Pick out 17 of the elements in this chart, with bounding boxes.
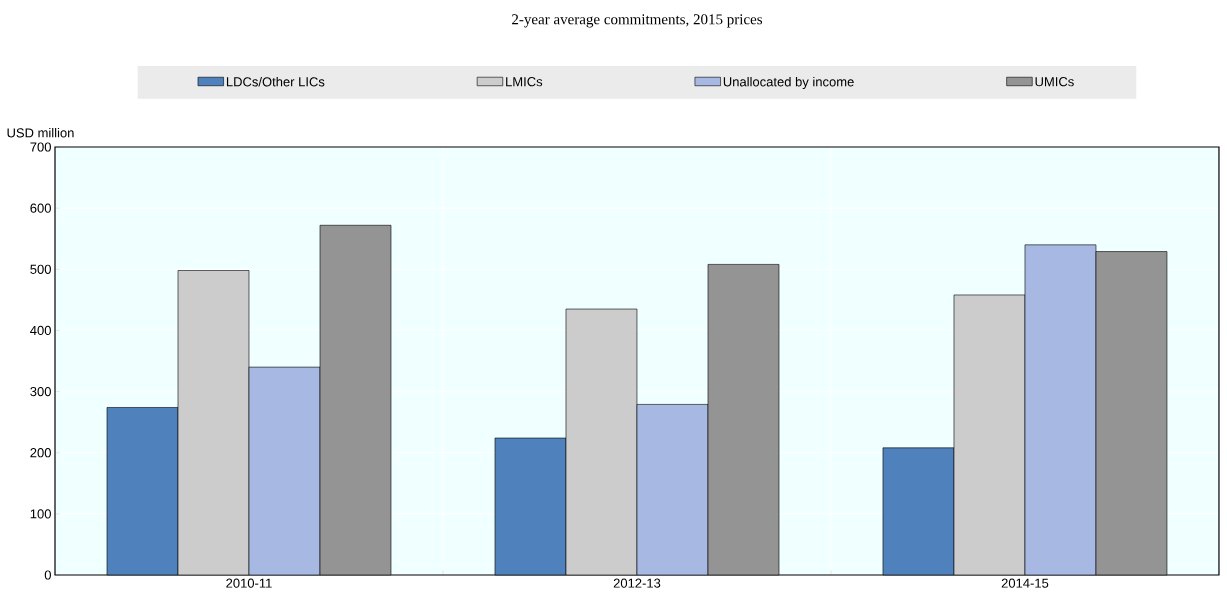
x-tick-label: 2010-11 (226, 578, 272, 588)
x-tick-label: 2012-13 (613, 578, 661, 588)
y-tick-label: 400 (30, 325, 51, 336)
chart-title: 2-year average commitments, 2015 prices (512, 14, 763, 28)
y-axis-title: USD million (7, 127, 74, 138)
y-tick-label: 200 (30, 448, 51, 458)
legend-label: Unallocated by income (723, 76, 854, 89)
y-tick-label: 0 (44, 570, 51, 580)
y-tick-label: 500 (30, 264, 51, 274)
x-tick-label: 2014-15 (1001, 578, 1049, 588)
y-tick-label: 100 (30, 509, 51, 519)
legend-label: UMICs (1035, 77, 1074, 87)
legend-label: LDCs/Other LICs (226, 76, 325, 87)
y-tick-label: 300 (30, 386, 51, 397)
legend-label: LMICs (506, 77, 543, 87)
y-tick-label: 600 (30, 203, 51, 213)
y-tick-label: 700 (30, 142, 51, 152)
